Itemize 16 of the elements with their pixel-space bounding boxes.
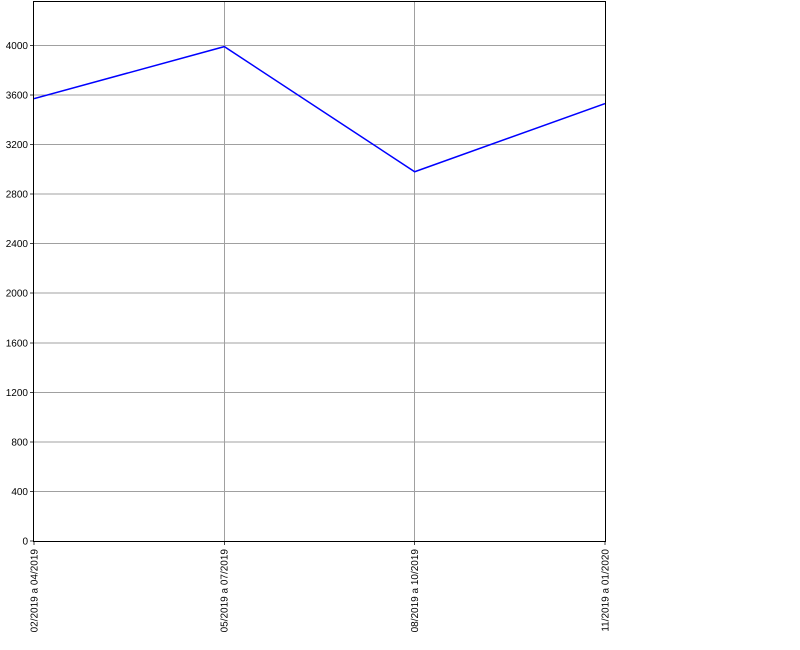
y-tick-label: 1600 (6, 338, 28, 350)
y-tick-label: 2000 (6, 288, 28, 300)
line-series (34, 46, 605, 172)
y-tick-label: 800 (11, 437, 28, 448)
y-tick-label: 400 (11, 486, 28, 498)
y-tick-label: 4000 (6, 40, 28, 52)
y-tick-label: 0 (22, 536, 28, 548)
y-tick-label: 1200 (6, 388, 28, 399)
x-tick-label: 08/2019 a 10/2019 (410, 548, 421, 632)
y-tick-label: 3200 (6, 140, 28, 151)
x-tick-label: 05/2019 a 07/2019 (220, 548, 231, 632)
x-tick-label: 02/2019 a 04/2019 (29, 548, 40, 632)
y-tick-label: 2800 (6, 190, 28, 201)
y-tick-label: 2400 (6, 239, 28, 250)
y-tick-label: 3600 (6, 90, 28, 102)
x-tick-label: 11/2019 a 01/2020 (600, 548, 612, 632)
